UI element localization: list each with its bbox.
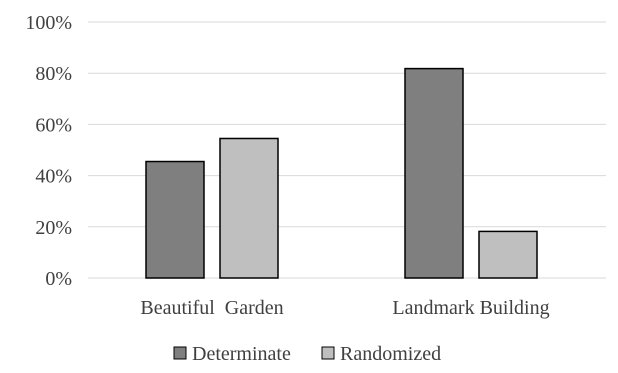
y-tick-label-4: 80% [35,63,72,85]
legend-label-determinate: Determinate [192,343,291,365]
bars [145,67,538,279]
legend-swatch-determinate [173,346,187,360]
y-tick-label-3: 60% [35,114,72,136]
legend: Determinate Randomized [173,343,441,365]
legend-swatch-randomized [321,346,335,360]
legend-label-randomized: Randomized [340,343,441,365]
y-tick-label-1: 20% [35,217,72,239]
y-tick-label-0: 0% [45,268,72,290]
x-category-label-1: Landmark Building [392,297,549,319]
bar-randomized-0 [219,137,279,279]
x-axis-categories: Beautiful Garden Landmark Building [140,297,549,319]
bar-determinate-1 [404,67,464,279]
bar-randomized-1 [478,230,538,279]
bar-determinate-0 [145,160,205,279]
x-category-label-0: Beautiful Garden [140,297,283,319]
y-axis-ticks: 0% 20% 40% 60% 80% 100% [25,12,72,290]
y-tick-label-2: 40% [35,166,72,188]
y-tick-label-5: 100% [25,12,72,34]
